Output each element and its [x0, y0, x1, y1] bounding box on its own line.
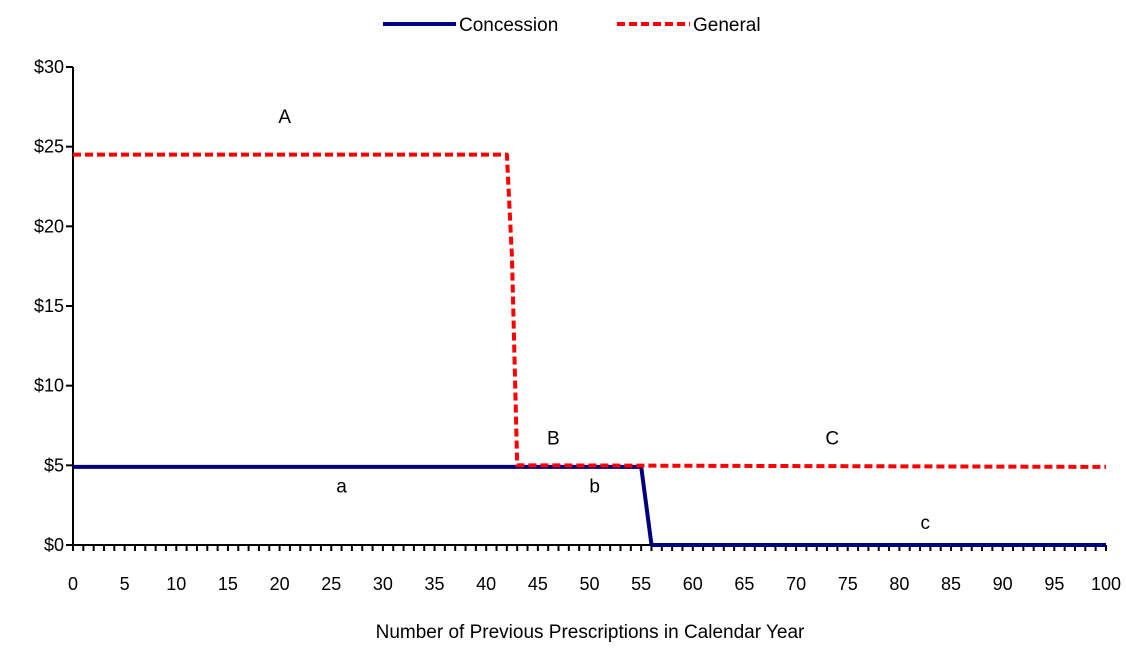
series-line-general	[73, 152, 1107, 469]
y-tick-label: $25	[34, 137, 64, 157]
x-tick-label: 35	[425, 574, 445, 594]
y-tick-label: $30	[34, 57, 64, 77]
y-tick-label: $20	[34, 216, 64, 236]
x-tick-label: 0	[68, 574, 78, 594]
x-tick-label: 55	[631, 574, 651, 594]
x-tick-label: 70	[786, 574, 806, 594]
x-tick-label: 85	[941, 574, 961, 594]
series-line-concession	[73, 464, 1106, 547]
annotation-label: c	[920, 513, 930, 534]
y-axis: $0 $5 $10 $15 $20 $25 $30	[34, 57, 74, 555]
x-tick-label: 50	[579, 574, 599, 594]
series-layer	[73, 152, 1107, 547]
x-tick-label: 15	[218, 574, 238, 594]
x-tick-label: 95	[1044, 574, 1064, 594]
x-tick-label: 80	[889, 574, 909, 594]
x-tick-label: 30	[373, 574, 393, 594]
legend: Concession General	[383, 15, 761, 36]
y-tick-label: $10	[34, 376, 64, 396]
x-axis: 0 5 10 15 20 25 30 35 40 45 50 55 60 65 70 75 80 85 90 95 10…	[68, 544, 1121, 594]
legend-label-general: General	[693, 15, 761, 36]
x-tick-label: 60	[683, 574, 703, 594]
x-tick-label: 5	[120, 574, 130, 594]
y-tick-label: $0	[44, 535, 64, 555]
x-tick-label: 25	[321, 574, 341, 594]
x-tick-label: 75	[838, 574, 858, 594]
x-tick-label: 40	[476, 574, 496, 594]
annotation-label: b	[589, 476, 600, 497]
x-tick-label: 45	[528, 574, 548, 594]
y-tick-label: $5	[44, 455, 64, 475]
x-tick-label: 65	[734, 574, 754, 594]
y-tick-label: $15	[34, 296, 64, 316]
x-tick-label: 10	[166, 574, 186, 594]
legend-label-concession: Concession	[459, 15, 558, 36]
annotation-label: a	[336, 476, 347, 497]
x-tick-label: 20	[270, 574, 290, 594]
annotation-label: B	[547, 429, 560, 450]
x-tick-label: 90	[993, 574, 1013, 594]
annotation-label: C	[825, 429, 839, 450]
x-axis-label: Number of Previous Prescriptions in Cale…	[376, 622, 805, 643]
annotations: A B Ca b c	[278, 107, 930, 534]
annotation-label: A	[278, 107, 291, 128]
x-tick-label: 100	[1091, 574, 1121, 594]
